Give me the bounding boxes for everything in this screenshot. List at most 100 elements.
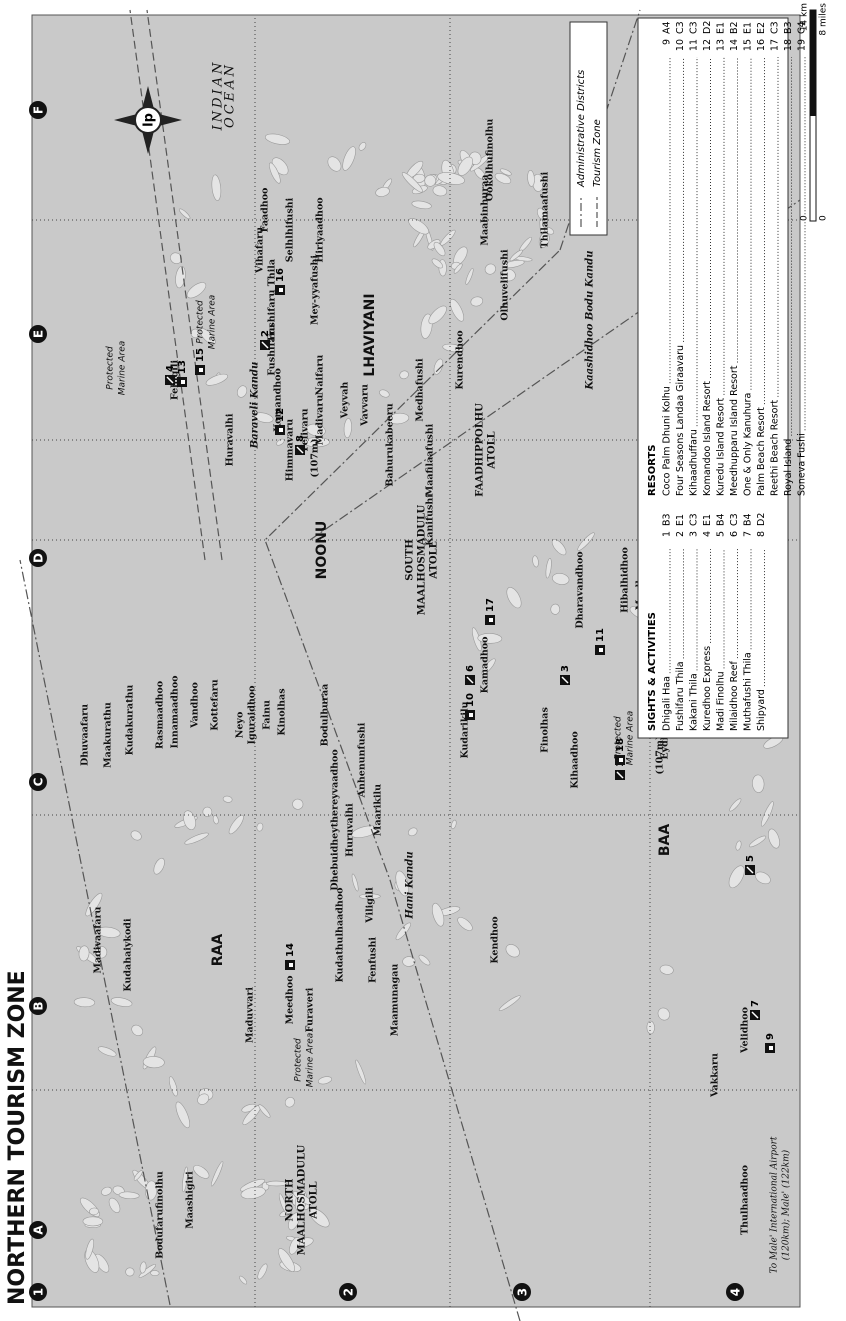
key-grid: B3: [783, 21, 794, 34]
scale-label: 0: [800, 215, 810, 221]
place-name: Madivaru: [315, 395, 326, 446]
island: [278, 1193, 288, 1214]
key-name: Four Seasons Landaa Giraavaru: [675, 345, 686, 496]
island: [205, 373, 228, 386]
island: [256, 822, 264, 832]
island: [379, 389, 390, 398]
district-name: NOONU: [314, 521, 330, 580]
key-number: 1: [662, 531, 673, 537]
island: [193, 1165, 210, 1179]
island: [552, 573, 570, 585]
island: [78, 945, 90, 962]
island: [433, 358, 444, 375]
key-grid: E1: [716, 22, 727, 34]
district-name: LHAVIYANI: [362, 293, 378, 376]
key-name: Palm Beach Resort: [756, 407, 767, 496]
place-name: Kottefaru: [210, 679, 221, 730]
key-name: Kakani Thila: [689, 673, 700, 731]
place-name: Veyvah: [340, 382, 351, 420]
island: [432, 185, 448, 197]
island: [343, 418, 352, 439]
place-name: Finolhas: [540, 707, 551, 753]
ocean-name: INDIAN: [211, 60, 226, 132]
island: [505, 944, 520, 958]
key-name: One & Only Kanuhura: [743, 393, 754, 496]
sight-number: 5: [745, 855, 756, 862]
protected-area: Marine Area: [626, 711, 636, 766]
key-grid: B3: [662, 513, 673, 526]
place-name: Kudarikilu: [460, 701, 471, 758]
resort-number: 18: [615, 738, 626, 752]
place-name: Kendhoo: [490, 916, 501, 963]
island: [550, 603, 561, 615]
island: [457, 156, 473, 176]
island: [407, 827, 418, 837]
protected-area: Marine Area: [118, 341, 128, 396]
place-name: Medhafushi: [415, 358, 426, 422]
place-name: Maamunagau: [390, 964, 401, 1037]
atoll-name: NORTH: [285, 1179, 296, 1222]
island: [212, 815, 219, 825]
island: [399, 370, 409, 380]
key-name: Muthafushi Thila: [743, 652, 754, 731]
island: [108, 1197, 121, 1213]
island: [257, 1263, 268, 1280]
island: [150, 1270, 160, 1276]
district-boundary: [309, 199, 801, 541]
island: [402, 956, 416, 967]
map-area: [31, 14, 801, 1308]
island: [264, 133, 291, 145]
island: [351, 825, 379, 838]
legend-box: [569, 21, 608, 236]
place-name: Ookolhufinolhu: [485, 119, 496, 202]
place-name: Kinolhas: [277, 688, 288, 735]
island: [142, 1056, 165, 1069]
island: [258, 1104, 271, 1118]
place-name: Komandhoo: [273, 368, 284, 432]
place-name: Maabinhuraa: [480, 174, 491, 245]
island: [168, 1076, 178, 1097]
place-name: Kamadhoo: [480, 637, 491, 694]
island: [139, 1261, 147, 1274]
atoll-name: MAALHOSMADULU: [417, 505, 428, 616]
channel-name: Kaashidhoo Bodu Kandu: [585, 250, 596, 390]
resort-glyph: [199, 368, 203, 372]
key-grid: B4: [743, 513, 754, 526]
key-number: 12: [702, 39, 713, 51]
place-name: Olhuvelifushi: [500, 249, 511, 321]
key-number: 14: [729, 39, 740, 51]
key-number: 10: [675, 39, 686, 51]
key-number: 11: [689, 39, 700, 51]
island: [355, 1059, 367, 1085]
legend-label: Administrative Districts: [576, 70, 587, 188]
place-name: Naifaru: [315, 355, 326, 396]
resort-glyph: [599, 648, 603, 652]
place-name: Kudakurathu: [125, 685, 136, 756]
legend-label: Tourism Zone: [592, 119, 603, 187]
island: [292, 798, 304, 810]
island: [130, 830, 142, 841]
island: [401, 172, 423, 193]
island: [269, 162, 281, 184]
place-name: Vihafaru: [255, 227, 266, 274]
column-marker: [29, 101, 47, 119]
island: [431, 258, 444, 269]
island: [646, 1020, 655, 1035]
scale-label: 14 km: [800, 3, 810, 31]
key-name: Royal Island: [783, 439, 794, 496]
island: [509, 249, 523, 262]
key-number: 3: [689, 531, 700, 537]
key-name: Kuredhoo Express: [702, 646, 713, 731]
island: [451, 819, 457, 830]
island: [199, 328, 216, 345]
island: [327, 156, 342, 172]
place-name: Rasmaadhoo: [155, 681, 166, 749]
sight-number: 6: [465, 665, 476, 672]
island: [465, 268, 474, 285]
atoll-name: MAALHOSMADULU: [297, 1145, 308, 1256]
scale-label: 8 miles: [819, 3, 829, 36]
key-number: 7: [743, 531, 754, 537]
island: [211, 174, 222, 201]
